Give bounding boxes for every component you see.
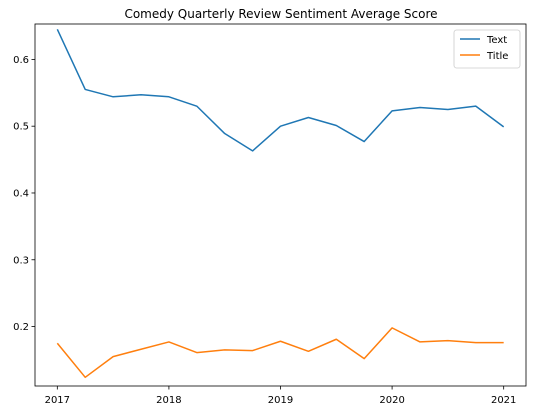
legend: Text Title [453, 29, 521, 69]
y-tick-label: 0.3 [13, 255, 29, 266]
x-tick-label: 2019 [268, 395, 293, 406]
chart-title: Comedy Quarterly Review Sentiment Averag… [124, 7, 437, 21]
plot-area-frame [34, 23, 527, 387]
legend-label-title: Title [486, 51, 508, 62]
y-tick-label: 0.2 [13, 322, 29, 333]
series-lines [56, 29, 505, 379]
y-tick-label: 0.6 [13, 55, 29, 66]
x-tick-label: 2017 [45, 395, 70, 406]
legend-label-text: Text [486, 35, 507, 46]
series-line-title [56, 327, 504, 379]
y-tick-label: 0.4 [13, 188, 29, 199]
series-line-text [56, 29, 505, 152]
y-tick-label: 0.5 [13, 122, 29, 133]
x-axis: 2017 2018 2019 2020 2021 [45, 386, 516, 406]
x-tick-label: 2020 [379, 395, 404, 406]
x-tick-label: 2018 [156, 395, 181, 406]
x-tick-label: 2021 [491, 395, 516, 406]
y-axis: 0.2 0.3 0.4 0.5 0.6 [13, 55, 35, 333]
